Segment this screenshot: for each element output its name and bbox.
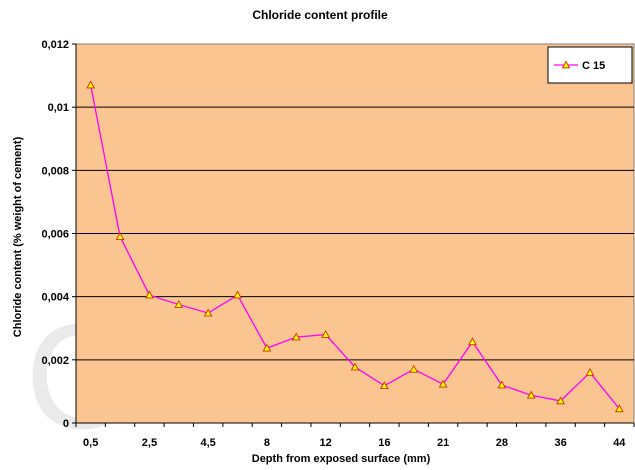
x-axis-label: Depth from exposed surface (mm): [252, 453, 431, 465]
x-tick-label: 2,5: [142, 437, 157, 449]
y-tick-label: 0,012: [41, 39, 69, 51]
x-tick-label: 36: [554, 437, 566, 449]
data-point: [291, 332, 301, 341]
legend: C 15: [547, 46, 633, 84]
data-point: [380, 381, 389, 390]
x-tick-label: 8: [264, 437, 270, 449]
gridlines: [76, 106, 634, 361]
chart-title: Chloride content profile: [252, 8, 388, 22]
data-point: [262, 343, 272, 352]
legend-label: C 15: [582, 60, 605, 72]
data-point: [233, 290, 242, 299]
data-point: [585, 367, 595, 376]
data-point: [556, 396, 565, 405]
x-tick-label: 0,5: [83, 437, 98, 449]
data-point: [115, 232, 125, 240]
data-point: [438, 379, 448, 388]
x-tick-label: 21: [437, 437, 449, 449]
axes: 0 0,002 0,004 0,006 0,008 0,01 0,012 0,5 2,5 4,5 8…: [41, 39, 635, 449]
x-tick-label: 16: [378, 437, 390, 449]
y-axis-label: Chloride content (% weight of cement): [12, 136, 24, 337]
data-point: [174, 300, 184, 308]
data-point: [614, 404, 624, 413]
data-point: [409, 364, 419, 373]
data-point: [321, 330, 330, 338]
data-point: [526, 390, 536, 399]
data-point: [350, 362, 360, 371]
data-point: [468, 337, 477, 346]
x-tick-label: 28: [496, 437, 508, 449]
x-tick-label: 12: [320, 437, 332, 449]
y-tick-label: 0,006: [41, 229, 69, 241]
data-point: [145, 290, 154, 299]
y-tick-label: 0,01: [48, 102, 69, 114]
data-point: [86, 80, 96, 89]
y-tick-label: 0,004: [41, 292, 69, 304]
x-tick-label: 44: [613, 437, 626, 449]
x-tick-label: 4,5: [201, 437, 216, 449]
legend-marker: [561, 60, 571, 69]
y-tick-label: 0,008: [41, 165, 69, 177]
y-tick-label: 0: [63, 418, 69, 430]
data-point: [203, 308, 213, 317]
series-c15: [86, 80, 624, 413]
y-tick-label: 0,002: [41, 355, 69, 367]
data-point: [497, 380, 507, 389]
